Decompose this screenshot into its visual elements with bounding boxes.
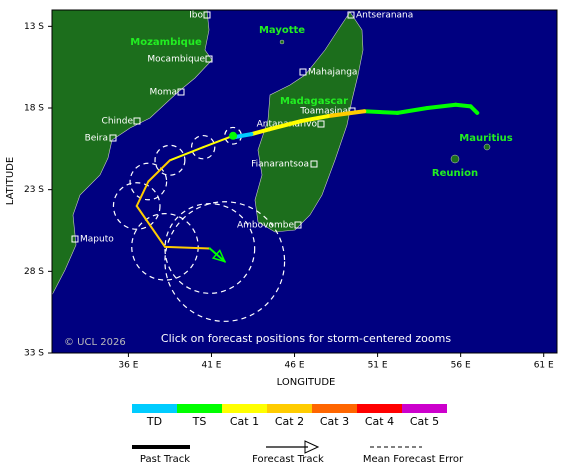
city-marker <box>203 11 211 19</box>
x-axis-label: LONGITUDE <box>277 377 336 388</box>
forecast-error-circle <box>112 182 161 230</box>
forecast-track-segment <box>135 205 166 248</box>
category-swatch <box>312 404 357 413</box>
frame <box>51 9 558 354</box>
region-label: Mauritius <box>459 133 513 144</box>
category-swatch <box>267 404 312 413</box>
forecast-error-circle <box>164 203 256 294</box>
past-track-segment <box>453 102 473 109</box>
city-label: Chinde <box>102 117 134 127</box>
city-label: Ambovombe <box>237 221 294 231</box>
region-label: Madagascar <box>280 96 348 107</box>
city-marker <box>205 55 213 63</box>
past-track-segment <box>395 106 430 115</box>
x-tick-label: 36 E <box>118 361 138 371</box>
legend-past-label: Past Track <box>140 454 190 465</box>
forecast-track-segment <box>168 146 205 162</box>
legend-error-label: Mean Forecast Error <box>363 454 464 465</box>
category-label: Cat 4 <box>365 415 394 428</box>
forecast-error-circle <box>190 134 216 160</box>
region-label: Mayotte <box>259 25 305 36</box>
x-tick-label: 41 E <box>201 361 221 371</box>
mauritius-island <box>483 143 491 151</box>
forecast-error-circle <box>154 144 186 176</box>
category-swatch <box>357 404 402 413</box>
y-tick-label: 28 S <box>24 267 44 277</box>
past-track-segment <box>249 127 272 137</box>
mayotte-island <box>279 39 285 45</box>
category-label: Cat 2 <box>275 415 304 428</box>
city-marker <box>347 11 355 19</box>
city-marker <box>109 134 117 142</box>
city-marker <box>317 120 325 128</box>
category-swatch <box>177 404 222 413</box>
city-label: Mocambique <box>147 55 205 65</box>
city-label: Beira <box>85 134 108 144</box>
category-label: Cat 3 <box>320 415 349 428</box>
legend-forecast-label: Forecast Track <box>252 454 324 465</box>
forecast-track-segment <box>147 159 171 183</box>
category-label: Cat 5 <box>410 415 439 428</box>
past-track-segment <box>425 102 458 110</box>
forecast-arrowhead <box>211 249 227 263</box>
madagascar-land <box>254 11 364 233</box>
city-marker <box>133 117 141 125</box>
city-marker <box>299 68 307 76</box>
y-tick-label: 13 S <box>24 22 44 32</box>
forecast-track-segment <box>202 134 235 149</box>
current-position <box>229 131 238 140</box>
y-axis-label: LATITUDE <box>5 157 16 205</box>
region-label: Mozambique <box>130 37 202 48</box>
past-track-segment <box>362 109 400 115</box>
city-label: Toamasina <box>299 107 348 117</box>
x-tick-label: 56 E <box>451 361 471 371</box>
category-swatch <box>222 404 267 413</box>
x-tick-label: 51 E <box>368 361 388 371</box>
category-label: TS <box>192 415 207 428</box>
past-track-segment <box>267 119 304 132</box>
forecast-track-segment <box>163 245 211 250</box>
city-label: Fianarantsoa <box>251 160 309 170</box>
forecast-error-circle <box>131 213 199 281</box>
africa-land <box>51 9 213 296</box>
city-marker <box>71 235 79 243</box>
forecast-error-circle <box>164 201 286 322</box>
city-marker <box>177 88 185 96</box>
city-label: Moma <box>149 88 177 98</box>
category-label: TD <box>146 415 162 428</box>
category-swatch <box>132 404 177 413</box>
y-tick-label: 23 S <box>24 185 44 195</box>
past-track-segment <box>325 109 367 119</box>
reunion-island <box>450 154 460 164</box>
y-tick-label: 33 S <box>24 349 44 359</box>
x-tick-label: 61 E <box>534 361 554 371</box>
city-marker <box>294 221 302 229</box>
x-tick-label: 46 E <box>285 361 305 371</box>
city-label: Ibo <box>189 11 203 21</box>
category-label: Cat 1 <box>230 415 259 428</box>
forecast-error-circle <box>129 162 168 201</box>
note: Click on forecast positions for storm-ce… <box>161 332 451 345</box>
region-label: Reunion <box>432 168 478 179</box>
city-label: Antseranana <box>356 11 413 21</box>
category-swatch <box>402 404 447 413</box>
forecast-track-segment <box>208 247 226 263</box>
legend-forecast-arrow <box>304 440 320 454</box>
city-marker <box>310 160 318 168</box>
city-label: Maputo <box>80 235 114 245</box>
forecast-track-segment <box>135 180 150 207</box>
copyright: © UCL 2026 <box>64 337 126 348</box>
y-tick-label: 18 S <box>24 104 44 114</box>
city-label: Mahajanga <box>308 68 357 78</box>
past-track-segment <box>299 114 330 124</box>
